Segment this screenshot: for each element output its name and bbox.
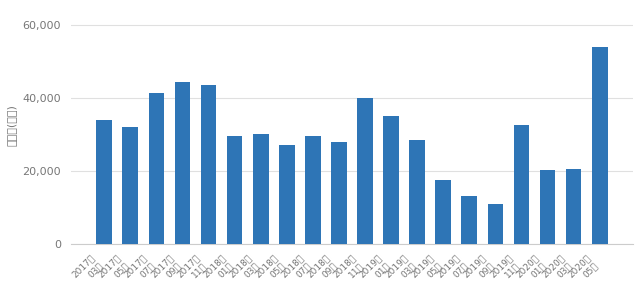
- Bar: [175, 82, 190, 244]
- Bar: [488, 203, 503, 244]
- Y-axis label: 거래량(건수): 거래량(건수): [7, 104, 17, 146]
- Bar: [305, 136, 321, 244]
- Bar: [540, 170, 556, 244]
- Bar: [227, 136, 243, 244]
- Bar: [383, 116, 399, 244]
- Bar: [435, 180, 451, 244]
- Bar: [279, 145, 294, 244]
- Bar: [97, 120, 112, 244]
- Bar: [253, 134, 269, 244]
- Bar: [461, 196, 477, 244]
- Bar: [357, 98, 373, 244]
- Bar: [122, 127, 138, 244]
- Bar: [331, 142, 347, 244]
- Bar: [201, 85, 216, 244]
- Bar: [514, 125, 529, 244]
- Bar: [410, 140, 425, 244]
- Bar: [566, 169, 581, 244]
- Bar: [592, 47, 607, 244]
- Bar: [148, 93, 164, 244]
